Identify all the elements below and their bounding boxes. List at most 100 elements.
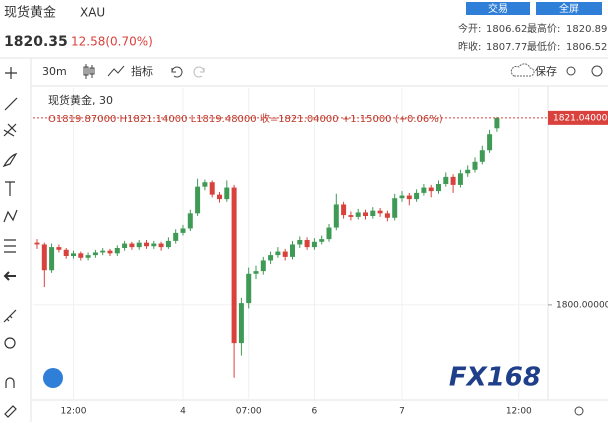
candle-body — [151, 243, 157, 247]
candle-body — [268, 255, 274, 261]
candle-body — [436, 184, 441, 192]
candle-body — [187, 213, 193, 229]
candle-body — [165, 240, 171, 248]
watermark: FX168 — [449, 363, 541, 393]
candle-body — [85, 255, 91, 258]
candle-body — [275, 251, 281, 256]
undo[interactable] — [171, 66, 183, 78]
save[interactable]: 保存 — [535, 64, 557, 78]
indicator-icon[interactable] — [107, 65, 125, 77]
quote-label: 今开: — [458, 22, 481, 35]
quote-value: 1806.62 — [486, 24, 527, 35]
price: 1820.35 — [4, 34, 68, 50]
candle-body — [63, 249, 69, 256]
symbol: XAU — [80, 6, 105, 20]
axis-settings[interactable] — [574, 406, 584, 416]
fib-tool[interactable] — [3, 123, 17, 137]
candle-body — [180, 228, 186, 233]
quote-value: 1807.77 — [486, 42, 527, 53]
prediction-tool[interactable] — [4, 239, 16, 253]
zoom-tool[interactable] — [4, 337, 16, 349]
last-price-label: 1821.04000 — [553, 113, 608, 123]
quote-value: 1820.89 — [566, 24, 607, 35]
interval[interactable]: 30m — [42, 65, 67, 78]
legend-ohlc: O1819.87000 H1821.14000 L1819.48000 收=18… — [48, 112, 443, 125]
candle-body — [370, 210, 376, 216]
candle-body — [114, 248, 120, 254]
title: 现货黄金 — [4, 5, 56, 21]
candle-body — [202, 182, 208, 187]
candle-body — [107, 250, 113, 254]
candle-body — [34, 242, 40, 245]
quote-label: 最低价: — [527, 40, 560, 53]
fullscreen-label[interactable]: 全屏 — [559, 2, 579, 15]
fullscreen-button[interactable] — [536, 2, 602, 15]
trade-button[interactable] — [466, 2, 530, 15]
redo[interactable] — [193, 66, 205, 78]
candle-body — [304, 240, 310, 248]
lock-tool[interactable] — [4, 405, 17, 418]
candle-body — [290, 244, 295, 257]
candle-body — [392, 198, 398, 218]
cloud-icon[interactable] — [510, 63, 535, 77]
indicators[interactable]: 指标 — [131, 64, 153, 78]
candle-body — [122, 243, 128, 248]
quote-label: 昨收: — [458, 40, 481, 53]
candle-body — [144, 242, 149, 247]
text-tool[interactable] — [5, 181, 15, 196]
candle-body — [421, 187, 427, 193]
candle-icon[interactable] — [83, 64, 95, 79]
candle-body — [246, 273, 252, 304]
candle-body — [260, 260, 266, 272]
candle-body — [341, 204, 347, 216]
magnet-tool[interactable] — [5, 377, 15, 388]
quote-value: 1806.52 — [566, 42, 607, 53]
candle-body — [450, 176, 456, 185]
candle-body — [428, 187, 434, 192]
ruler-tool[interactable] — [3, 309, 17, 323]
candle-body — [479, 150, 485, 162]
x-tick-label: 4 — [180, 407, 186, 417]
camera[interactable] — [591, 65, 603, 77]
candle-body — [238, 303, 244, 344]
x-tick-label: 07:00 — [236, 407, 262, 417]
trade-label[interactable]: 交易 — [488, 2, 508, 15]
candle-body — [319, 239, 325, 242]
x-tick-label: 12:00 — [506, 407, 532, 417]
x-tick-label: 6 — [312, 407, 318, 417]
candle-body — [231, 187, 237, 344]
candle-body — [56, 247, 62, 250]
line-tool[interactable] — [4, 97, 18, 111]
candle-body — [377, 210, 383, 214]
candle-body — [158, 243, 164, 248]
candle-body — [399, 195, 405, 199]
candle-body — [136, 242, 142, 248]
change: 12.58(0.70%) — [71, 35, 153, 49]
crosshair-tool[interactable] — [5, 67, 17, 79]
legend-name: 现货黄金, 30 — [48, 93, 113, 107]
candle-body — [348, 215, 354, 217]
candle-body — [494, 117, 500, 129]
logo-badge — [43, 368, 63, 388]
candle-body — [49, 247, 55, 271]
candle-body — [92, 252, 98, 256]
candle-body — [465, 169, 471, 174]
candle-body — [355, 212, 361, 217]
candle-body — [217, 194, 222, 200]
last-price-tag — [548, 110, 608, 125]
candle-body — [100, 250, 106, 253]
pattern-tool[interactable] — [3, 209, 18, 223]
x-tick-label: 12:00 — [61, 407, 87, 417]
candle-body — [195, 186, 201, 214]
candle-body — [326, 227, 332, 240]
candle-body — [78, 253, 84, 258]
y-tick-label: 1800.00000 — [556, 300, 608, 310]
back-tool[interactable] — [3, 271, 16, 281]
brush-tool[interactable] — [2, 152, 18, 168]
candle-body — [209, 182, 215, 195]
settings[interactable] — [566, 66, 576, 76]
candle-body — [384, 213, 390, 218]
candle-body — [363, 212, 368, 216]
candle-body — [457, 173, 463, 185]
